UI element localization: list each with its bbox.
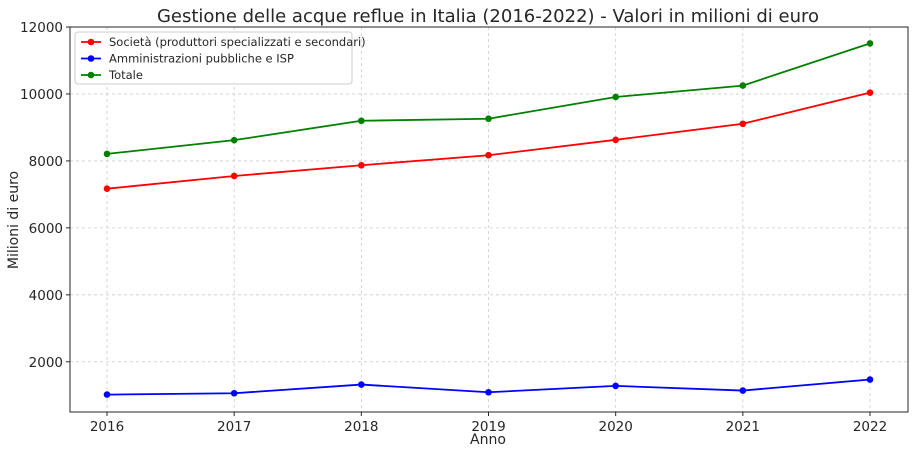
data-point [739, 82, 747, 89]
legend-marker [87, 38, 95, 46]
x-tick-label: 2020 [598, 419, 632, 435]
data-point [612, 93, 619, 101]
legend-box [74, 31, 353, 85]
data-point [358, 161, 365, 169]
axes: 2016 2017 2018 2019 2020 2021 2022 2000 4000 6000… [20, 20, 909, 435]
data-point [866, 376, 874, 383]
x-tick-label: 2019 [471, 419, 505, 435]
plot-frame [69, 26, 909, 413]
data-point [230, 389, 238, 397]
data-point [612, 136, 619, 144]
y-tick-label: 4000 [29, 288, 63, 304]
y-tick-label: 6000 [29, 221, 63, 237]
data-point [485, 388, 492, 396]
y-tick-label: 2000 [29, 355, 63, 371]
legend-marker [87, 71, 95, 79]
data-point [103, 185, 111, 192]
data-point [739, 387, 747, 394]
data-point [485, 115, 492, 123]
legend-label: Amministrazioni pubbliche e ISP [109, 52, 294, 66]
data-point [230, 172, 238, 180]
grid-lines [70, 26, 908, 412]
x-tick-label: 2021 [726, 419, 760, 435]
data-point [230, 136, 238, 144]
data-point [358, 381, 365, 388]
data-point [358, 117, 365, 125]
y-tick-label: 10000 [20, 87, 63, 103]
chart-title: Gestione delle acque reflue in Italia (2… [157, 6, 819, 27]
data-point [866, 89, 874, 96]
data-point [612, 382, 619, 390]
data-point [485, 151, 492, 159]
y-tick-label: 12000 [20, 20, 63, 36]
legend-label: Totale [108, 68, 143, 82]
data-point [866, 40, 874, 47]
legend-marker [87, 55, 95, 62]
y-tick-label: 8000 [29, 154, 63, 170]
x-tick-label: 2018 [344, 419, 378, 435]
x-tick-label: 2022 [853, 419, 887, 435]
legend-label: Società (produttori specializzati e seco… [109, 35, 366, 49]
legend: Società (produttori specializzati e seco… [74, 31, 366, 85]
data-point [103, 391, 111, 398]
x-tick-label: 2016 [90, 419, 124, 435]
y-axis-label: Milioni di euro [6, 171, 22, 269]
series-lines [103, 40, 874, 398]
x-tick-label: 2017 [217, 419, 251, 435]
data-point [103, 150, 111, 158]
x-axis-label: Anno [470, 432, 506, 448]
data-point [739, 120, 747, 128]
